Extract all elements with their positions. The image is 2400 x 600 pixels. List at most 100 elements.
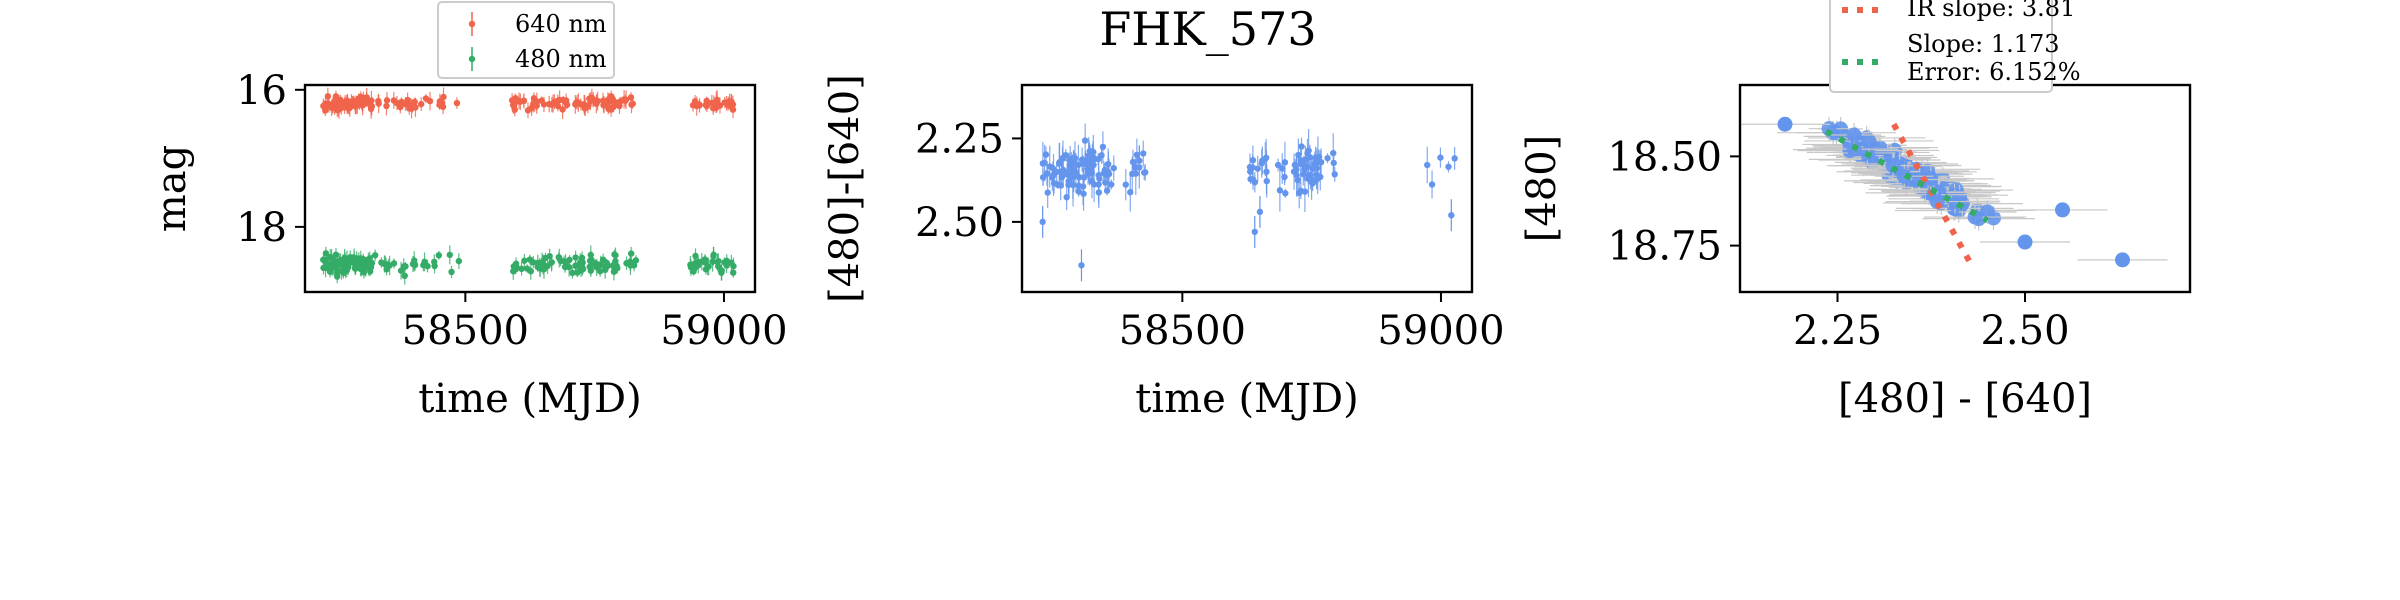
data-point	[2017, 234, 2033, 250]
data-point	[510, 263, 517, 270]
data-point	[2055, 202, 2070, 218]
data-point	[422, 95, 430, 102]
data-point	[1049, 165, 1057, 172]
plot-marks	[1039, 123, 1458, 282]
data-point	[332, 93, 340, 100]
data-point	[1069, 174, 1077, 181]
data-point	[438, 99, 446, 106]
data-point	[1295, 151, 1302, 159]
data-point	[1110, 164, 1117, 172]
data-point	[397, 267, 405, 274]
data-point	[555, 253, 562, 261]
data-point	[1451, 155, 1458, 162]
legend-label: IR slope: 3.81	[1907, 0, 2075, 22]
series-color	[1039, 123, 1458, 282]
data-point	[375, 97, 382, 105]
data-point	[612, 252, 619, 259]
data-point	[527, 268, 535, 275]
data-point	[1256, 208, 1264, 216]
data-point	[1282, 190, 1289, 197]
data-point	[691, 98, 699, 105]
data-point	[725, 99, 732, 107]
data-point	[520, 97, 528, 105]
data-point	[1251, 228, 1258, 236]
data-point	[341, 260, 348, 267]
data-point	[627, 250, 635, 257]
figure-title: FHK_573	[1099, 2, 1316, 56]
data-point	[572, 101, 579, 108]
data-point	[1281, 173, 1288, 181]
data-point	[1063, 171, 1071, 178]
data-point	[1081, 137, 1089, 144]
series-480-nm	[320, 245, 737, 285]
data-point	[687, 261, 694, 268]
data-point	[596, 268, 604, 275]
data-point	[549, 100, 557, 107]
data-point	[721, 259, 728, 266]
data-point	[393, 99, 401, 107]
y-tick-label: 2.50	[915, 200, 1004, 246]
data-point	[1263, 168, 1270, 175]
data-point	[411, 257, 418, 264]
data-point	[1099, 143, 1107, 151]
data-point	[1861, 133, 1877, 149]
data-point	[588, 260, 595, 267]
data-point	[632, 257, 640, 264]
data-point	[559, 106, 566, 113]
data-point	[623, 260, 630, 267]
data-point	[603, 259, 610, 267]
data-point	[609, 95, 616, 102]
data-point	[381, 260, 388, 268]
data-point	[1078, 156, 1086, 163]
data-point	[343, 97, 350, 104]
data-point	[401, 272, 408, 280]
data-point	[1104, 160, 1112, 168]
data-point	[372, 252, 379, 259]
x-axis-label: [480] - [640]	[1838, 376, 2092, 422]
data-point	[1923, 170, 1939, 186]
data-point	[448, 268, 455, 276]
y-axis-label: [480]	[1519, 135, 1565, 243]
data-point	[709, 258, 716, 265]
data-point	[690, 268, 697, 275]
x-tick-label: 2.50	[1980, 308, 2069, 354]
data-point	[546, 252, 553, 260]
data-point	[533, 102, 540, 109]
data-point	[605, 105, 612, 113]
x-axis-label: time (MJD)	[1135, 376, 1358, 422]
data-point	[1070, 157, 1078, 164]
legend-label: Slope: 1.173	[1907, 30, 2060, 58]
x-tick-label: 2.25	[1793, 308, 1882, 354]
data-point	[1312, 154, 1319, 162]
data-point	[703, 101, 710, 108]
data-point	[1293, 172, 1300, 179]
data-point	[1094, 155, 1102, 163]
plot-marks	[1740, 116, 2168, 269]
y-tick-label: 18.50	[1607, 134, 1722, 180]
data-point	[600, 101, 607, 109]
data-point	[730, 269, 737, 276]
data-point	[332, 264, 340, 271]
data-point	[610, 103, 617, 111]
data-point	[332, 251, 340, 258]
data-point	[1050, 180, 1058, 187]
data-point	[566, 256, 573, 264]
data-point	[1276, 187, 1284, 194]
data-point	[402, 263, 409, 270]
data-point	[1274, 161, 1282, 169]
data-point	[1301, 188, 1309, 195]
data-point	[1330, 159, 1337, 167]
legend-box	[437, 1, 615, 79]
data-point	[1777, 116, 1793, 132]
data-point	[1057, 182, 1064, 189]
y-axis-label: [480]-[640]	[822, 74, 868, 303]
y-tick-label: 2.25	[915, 116, 1004, 162]
fit-line	[1824, 128, 1989, 224]
legend-label: 640 nm	[515, 10, 607, 38]
data-point	[572, 262, 579, 269]
data-point	[1428, 181, 1436, 188]
data-point	[329, 104, 337, 112]
data-point	[368, 103, 375, 110]
data-point	[342, 266, 349, 273]
data-point	[1247, 168, 1254, 175]
